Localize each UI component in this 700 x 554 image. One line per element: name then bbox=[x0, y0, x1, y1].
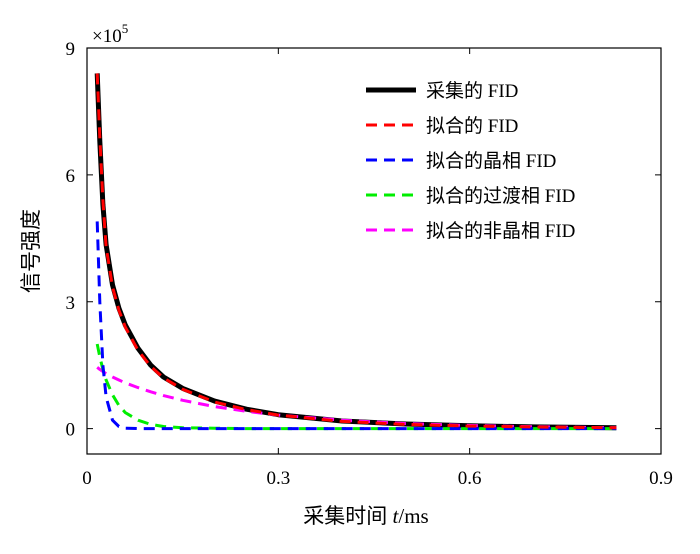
series-line-2 bbox=[95, 221, 617, 431]
y-tick-label: 3 bbox=[66, 293, 76, 314]
y-axis-ticks: 0 3 6 9 bbox=[66, 39, 661, 441]
legend-label-1: 拟合的 FID bbox=[426, 115, 518, 137]
legend-label-4: 拟合的非晶相 FID bbox=[426, 220, 575, 242]
x-axis-ticks: 0 0.3 0.6 0.9 bbox=[82, 48, 673, 489]
x-tick-label: 0.3 bbox=[266, 468, 290, 489]
y-tick-label: 0 bbox=[66, 420, 76, 441]
series-line-4 bbox=[96, 366, 617, 430]
series-line-3 bbox=[95, 343, 617, 431]
legend-label-3: 拟合的过渡相 FID bbox=[426, 185, 575, 207]
y-axis-title: 信号强度 bbox=[19, 209, 43, 293]
series-line-0 bbox=[94, 73, 617, 431]
y-tick-label: 9 bbox=[66, 39, 76, 60]
x-axis-title: 采集时间 t/ms bbox=[303, 504, 428, 528]
x-tick-label: 0 bbox=[82, 468, 92, 489]
series-layer bbox=[94, 73, 617, 431]
legend: 采集的 FID 拟合的 FID 拟合的晶相 FID 拟合的过渡相 FID 拟合的非晶相 … bbox=[366, 80, 575, 242]
legend-label-0: 采集的 FID bbox=[426, 80, 518, 102]
series-line-1 bbox=[95, 73, 617, 430]
legend-label-2: 拟合的晶相 FID bbox=[426, 150, 556, 172]
y-tick-label: 6 bbox=[66, 166, 76, 187]
x-tick-label: 0.6 bbox=[458, 468, 482, 489]
y-axis-multiplier: ×105 bbox=[92, 21, 128, 47]
plot-frame bbox=[86, 47, 662, 455]
x-tick-label: 0.9 bbox=[649, 468, 673, 489]
